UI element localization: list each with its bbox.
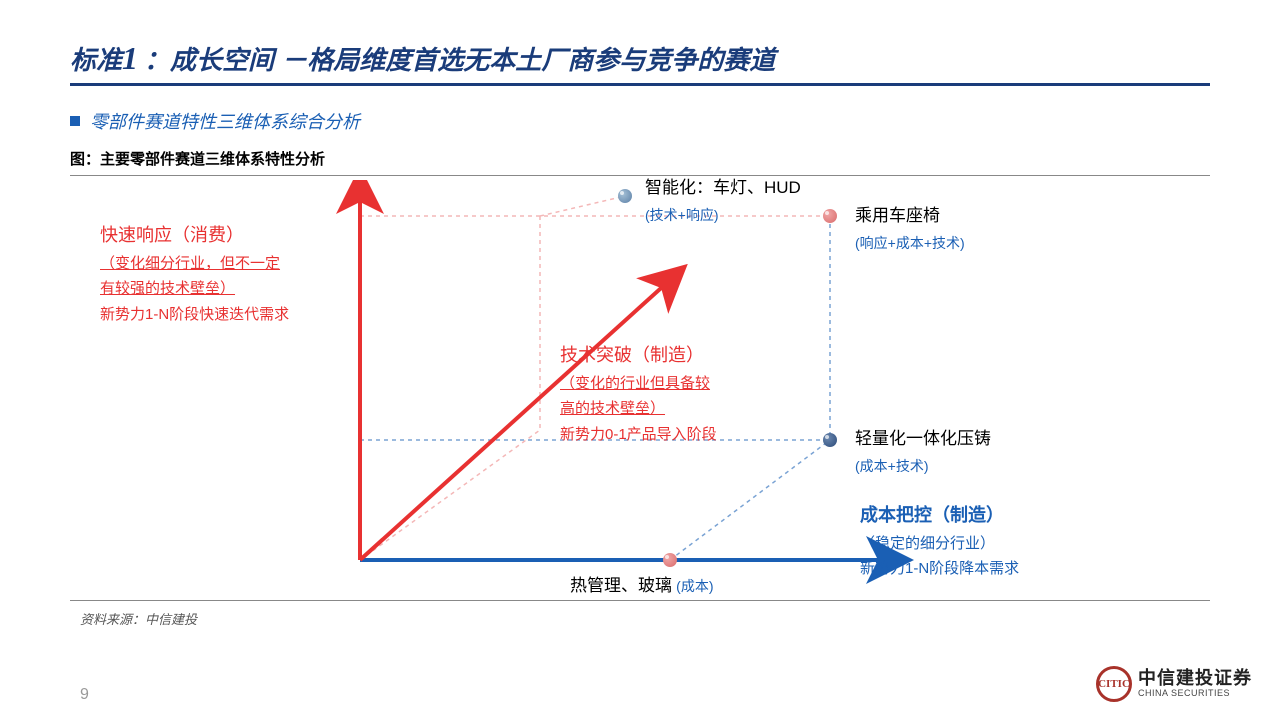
logo-mark-icon: CITIC xyxy=(1096,666,1132,702)
label-thermal: 热管理、玻璃 (成本) xyxy=(570,572,714,601)
bullet-icon xyxy=(70,116,80,126)
diag-title: 技术突破（制造） xyxy=(560,340,770,371)
source-text: 资料来源：中信建投 xyxy=(80,609,1210,628)
x-axis-title: 成本把控（制造） xyxy=(860,500,1090,531)
title-prefix: 标准 xyxy=(70,40,122,77)
label-diecast: 轻量化一体化压铸 (成本+技术) xyxy=(855,425,991,479)
y-axis-line1: （变化细分行业，但不一定 xyxy=(100,251,340,277)
x-axis-annotation: 成本把控（制造） （稳定的细分行业） 新势力1-N阶段降本需求 xyxy=(860,500,1090,582)
subtitle-text: 零部件赛道特性三维体系综合分析 xyxy=(90,108,360,134)
y-axis-annotation: 快速响应（消费） （变化细分行业，但不一定 有较强的技术壁垒） 新势力1-N阶段… xyxy=(100,220,340,327)
point-seat xyxy=(823,209,837,223)
logo-en: CHINA SECURITIES xyxy=(1138,689,1252,699)
subtitle-row: 零部件赛道特性三维体系综合分析 xyxy=(70,108,1210,134)
x-axis-line1: （稳定的细分行业） xyxy=(860,531,1090,557)
title-rest: ：成长空间 －格局维度首选无本土厂商参与竞争的赛道 xyxy=(144,40,775,77)
diag-line3: 新势力0-1产品导入阶段 xyxy=(560,422,770,448)
figure-caption: 图：主要零部件赛道三维体系特性分析 xyxy=(70,148,1210,169)
chart-area: 快速响应（消费） （变化细分行业，但不一定 有较强的技术壁垒） 新势力1-N阶段… xyxy=(70,180,1210,600)
slide-title: 标准 1 ：成长空间 －格局维度首选无本土厂商参与竞争的赛道 xyxy=(70,40,1210,77)
title-underline xyxy=(70,83,1210,86)
title-number: 1 xyxy=(122,40,138,77)
point-smart xyxy=(618,189,632,203)
y-axis-line2: 有较强的技术壁垒） xyxy=(100,276,340,302)
figure-top-rule xyxy=(70,175,1210,176)
point-thermal xyxy=(663,553,677,567)
label-smart: 智能化：车灯、HUD (技术+响应) xyxy=(645,174,801,228)
label-seat: 乘用车座椅 (响应+成本+技术) xyxy=(855,202,965,256)
x-axis-line2: 新势力1-N阶段降本需求 xyxy=(860,556,1090,582)
y-axis-title: 快速响应（消费） xyxy=(100,220,340,251)
logo-cn: 中信建投证券 xyxy=(1138,669,1252,689)
diag-line1: （变化的行业但具备较 xyxy=(560,371,770,397)
company-logo: CITIC 中信建投证券 CHINA SECURITIES xyxy=(1096,666,1252,702)
page-number: 9 xyxy=(80,686,89,704)
diag-annotation: 技术突破（制造） （变化的行业但具备较 高的技术壁垒） 新势力0-1产品导入阶段 xyxy=(560,340,770,447)
point-diecast xyxy=(823,433,837,447)
y-axis-line3: 新势力1-N阶段快速迭代需求 xyxy=(100,302,340,328)
diag-line2: 高的技术壁垒） xyxy=(560,396,770,422)
